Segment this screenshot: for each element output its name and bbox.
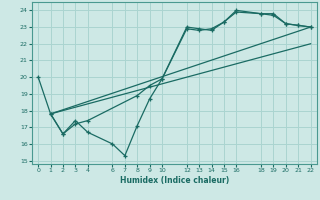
X-axis label: Humidex (Indice chaleur): Humidex (Indice chaleur) — [120, 176, 229, 185]
